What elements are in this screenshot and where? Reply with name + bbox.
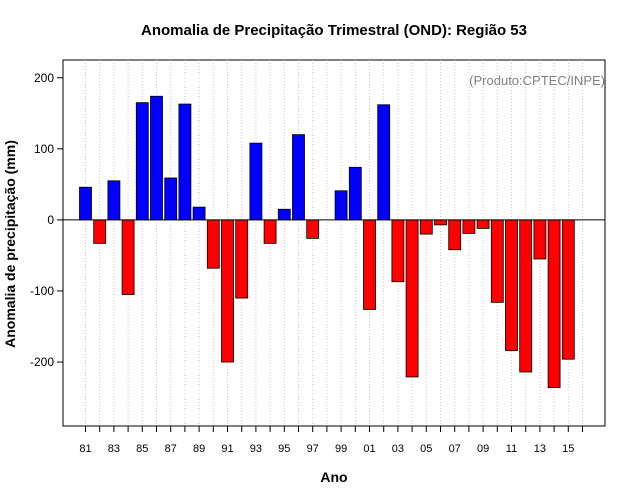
y-tick-label: 100 [34,142,54,156]
y-tick-label: -200 [30,355,54,369]
bars-group [79,95,575,389]
x-tick-label: 07 [449,443,461,455]
bar-2005 [419,219,433,235]
bar-1981 [79,186,92,221]
product-annotation: (Produto:CPTEC/INPE) [469,73,605,88]
x-tick-label: 01 [363,443,375,455]
bar-2011 [505,219,518,352]
bar-1989 [192,206,206,221]
x-tick-label: 13 [534,443,546,455]
bar-1984 [121,219,135,295]
x-tick-label: 87 [165,443,177,455]
y-axis: -200 -100 0 100 200 [30,71,63,369]
bar-2000 [348,166,362,221]
bar-1982 [93,219,107,244]
bar-2010 [490,219,504,303]
bar-2007 [448,219,462,251]
x-tick-label: 93 [250,443,262,455]
y-tick-label: 0 [47,213,54,227]
bar-1983 [107,180,121,221]
bar-1995 [277,208,291,221]
bar-2006 [434,219,447,226]
chart-title: Anomalia de Precipitação Trimestral (OND… [141,22,527,39]
bar-1999 [334,190,348,221]
bar-1994 [263,219,277,244]
bar-2002 [377,104,391,221]
bar-2003 [391,219,405,283]
bar-2014 [547,219,561,389]
x-tick-label: 03 [392,443,404,455]
x-tick-label: 05 [420,443,432,455]
x-tick-label: 15 [562,443,574,455]
bar-1993 [249,142,263,221]
bar-1988 [178,103,192,221]
x-tick-label: 89 [193,443,205,455]
x-tick-label: 85 [136,443,148,455]
x-axis-label: Ano [320,469,347,485]
x-tick-label: 11 [506,443,517,455]
bar-1986 [150,95,163,221]
bar-2001 [363,219,376,310]
x-tick-label: 09 [477,443,489,455]
bar-2015 [561,219,575,360]
bar-1985 [135,102,149,221]
bar-2012 [519,219,533,373]
bar-2013 [533,219,547,260]
x-tick-label: 99 [335,443,347,455]
bar-1997 [306,219,320,239]
x-axis: 81 83 85 87 89 91 93 95 97 99 01 03 05 07 09 11 13 15 [79,426,583,455]
bar-1987 [164,177,178,221]
bar-2008 [462,219,476,234]
bar-2009 [476,219,490,229]
x-tick-label: 91 [221,443,233,455]
bar-1992 [235,219,249,299]
bar-2004 [405,219,419,378]
x-tick-label: 95 [278,443,290,455]
y-tick-label: -100 [30,284,54,298]
x-tick-label: 81 [79,443,91,455]
x-tick-label: 97 [307,443,319,455]
bar-1990 [206,219,220,269]
plot-frame [62,59,606,427]
y-axis-label: Anomalia de precipitação (mm) [2,140,18,348]
x-tick-label: 83 [108,443,120,455]
bar-1996 [292,134,305,221]
bar-1991 [221,219,234,363]
y-tick-label: 200 [34,71,54,85]
